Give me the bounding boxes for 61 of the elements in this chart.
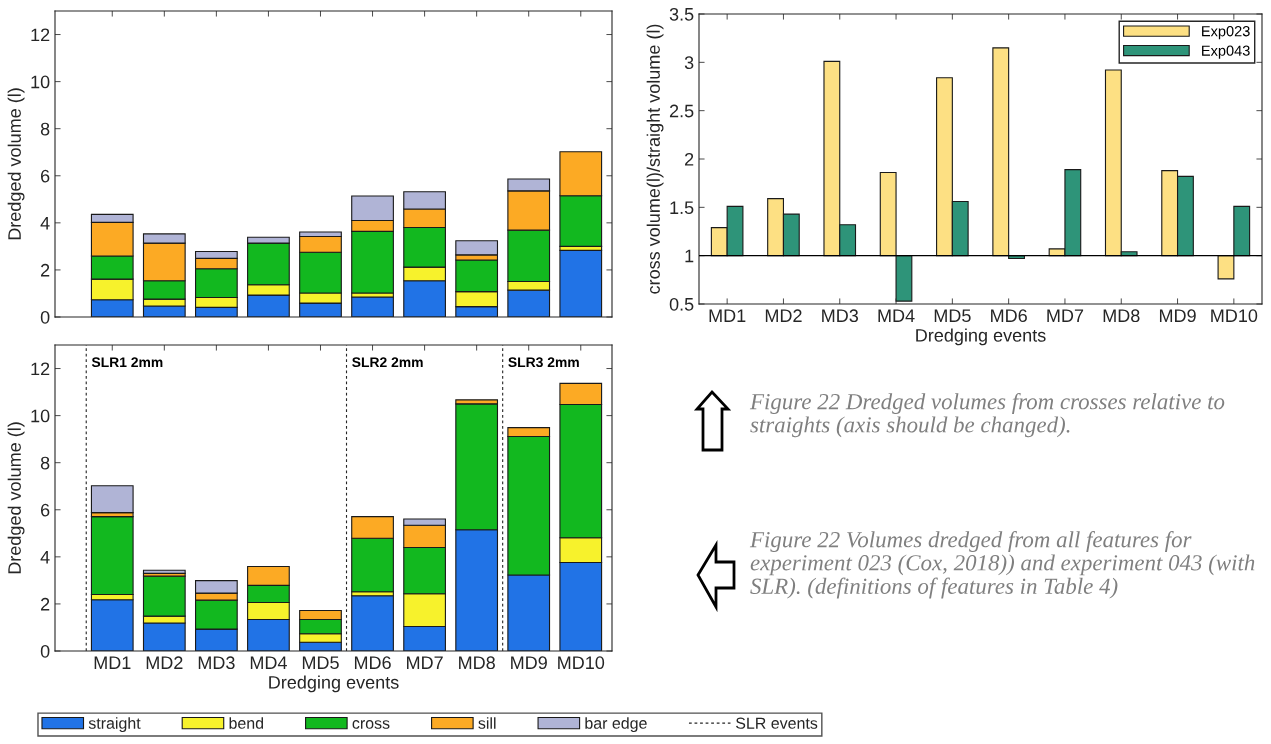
- x-tick-label: MD3: [198, 656, 235, 670]
- y-tick-label: 4: [40, 216, 50, 230]
- x-tick-label: MD7: [407, 656, 443, 669]
- y-axis-title: Dredged volume (l): [7, 88, 25, 240]
- x-tick-label: MD6: [991, 309, 1027, 323]
- y-tick-label: 2: [685, 152, 694, 166]
- x-tick-label: MD4: [250, 656, 287, 669]
- x-tick-label: MD9: [511, 656, 547, 670]
- y-tick-label: 8: [40, 456, 50, 470]
- x-tick-label: MD4: [878, 309, 915, 322]
- y-tick-label: 1.5: [670, 201, 694, 215]
- legend-label: cross: [352, 720, 390, 729]
- bar: [90, 516, 134, 596]
- x-tick-label: MD5: [302, 656, 339, 670]
- x-tick-label: MD9: [1159, 309, 1196, 323]
- x-tick-label: MD3: [822, 309, 859, 323]
- annotation: SLR2 2mm: [352, 357, 423, 368]
- x-axis-title: Dredging events: [269, 675, 399, 693]
- y-tick-label: 6: [41, 169, 50, 183]
- y-tick-label: 12: [31, 28, 50, 42]
- y-tick-label: 0: [40, 644, 50, 658]
- x-tick-label: MD8: [459, 656, 495, 670]
- y-tick-label: 2.5: [669, 104, 694, 118]
- x-tick-label: MD5: [934, 309, 971, 323]
- y-tick-label: 0.5: [669, 297, 694, 311]
- caption: Figure 22 Volumes dredged from all features for experiment 023 (Cox, 2018)) and experiment 043 (with SLR). (definitions of features in Table 4): [749, 531, 1255, 599]
- x-tick-label: MD10: [558, 656, 605, 670]
- y-axis-title: cross volume(l)/straight volume (l): [646, 24, 664, 294]
- y-tick-label: 4: [40, 550, 50, 564]
- legend-label: straight: [88, 717, 141, 733]
- x-tick-label: MD6: [354, 656, 391, 670]
- y-tick-label: 10: [31, 75, 50, 89]
- x-tick-label: MD1: [94, 656, 131, 669]
- legend-label: Exp023: [1202, 26, 1250, 40]
- y-tick-label: 0: [40, 310, 50, 324]
- y-axis-title: Dredged volume (l): [7, 422, 25, 574]
- text: SLR events: [736, 717, 818, 729]
- y-tick-label: 3: [684, 56, 694, 70]
- x-tick-label: MD10: [1211, 309, 1258, 323]
- x-tick-label: MD8: [1103, 309, 1140, 323]
- legend-label: Exp043: [1202, 45, 1250, 59]
- x-axis-title: Dredging events: [916, 328, 1046, 346]
- annotation: SLR1 2mm: [91, 357, 163, 368]
- caption: Figure 22 Dredged volumes from crosses relative to straights (axis should be changed).: [749, 393, 1225, 438]
- x-tick-label: MD2: [765, 309, 802, 322]
- y-tick-label: 6: [41, 503, 50, 517]
- bar: [90, 485, 134, 514]
- legend-label: sill: [478, 717, 496, 729]
- x-tick-label: MD7: [1047, 309, 1084, 322]
- y-tick-label: 1: [685, 249, 694, 263]
- legend-label: bend: [229, 717, 264, 729]
- y-tick-label: 2: [41, 263, 50, 277]
- y-tick-label: 12: [31, 362, 50, 376]
- x-tick-label: MD2: [146, 656, 183, 669]
- x-tick-label: MD1: [709, 309, 746, 322]
- y-tick-label: 2: [41, 597, 50, 611]
- y-tick-label: 3.5: [669, 7, 694, 21]
- y-tick-label: 10: [31, 409, 50, 423]
- legend-label: bar edge: [585, 717, 647, 733]
- y-tick-label: 8: [40, 122, 50, 136]
- annotation: SLR3 2mm: [508, 357, 579, 368]
